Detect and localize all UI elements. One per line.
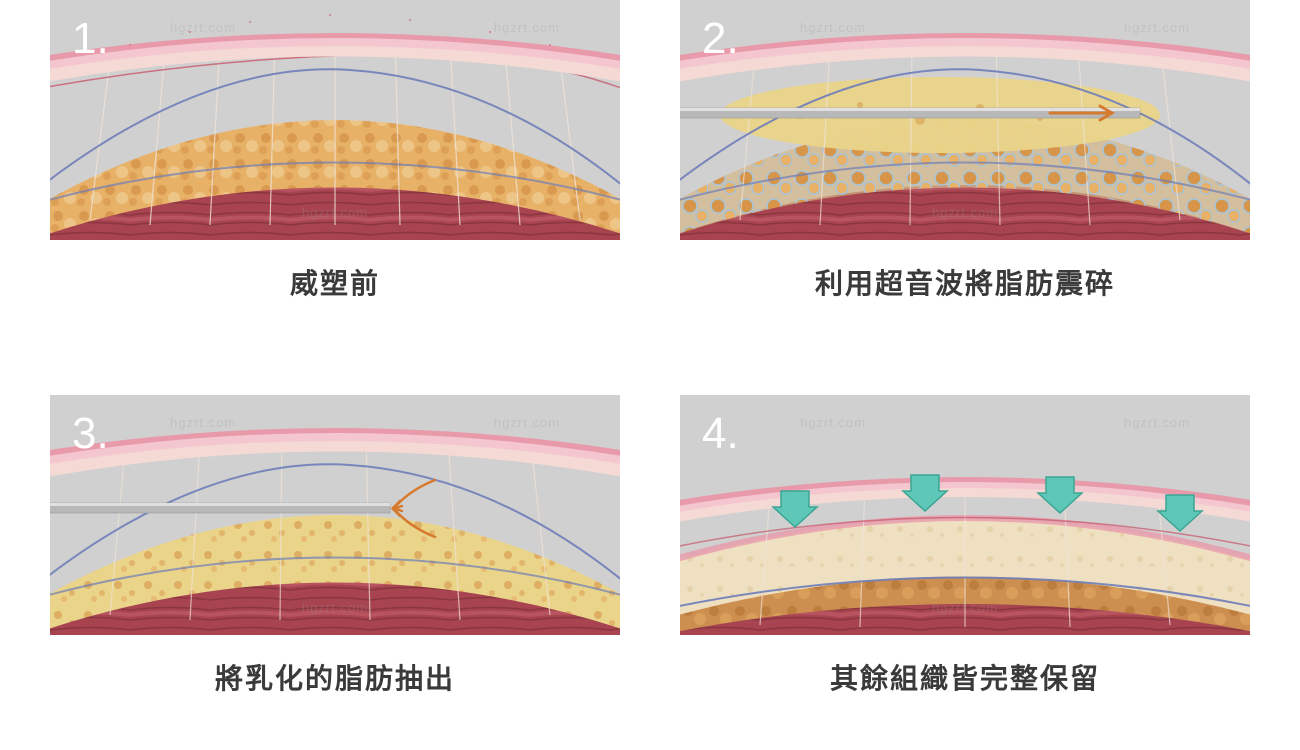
watermark: hgzrt.com [932,205,998,220]
panel-1: 1. hgzrt.com hgzrt.com hgzrt.com [50,0,620,355]
watermark: hgzrt.com [170,20,236,35]
panel-1-illustration: 1. hgzrt.com hgzrt.com hgzrt.com [50,0,620,240]
panel-3-number: 3. [72,409,109,459]
watermark: hgzrt.com [800,415,866,430]
panel-2-caption: 利用超音波將脂肪震碎 [815,262,1115,302]
panel-4-illustration: 4. hgzrt.com hgzrt.com hgzrt.com [680,395,1250,635]
panel-4-caption: 其餘組織皆完整保留 [830,657,1100,697]
panel-2-svg [680,0,1250,240]
panel-2: 2. hgzrt.com hgzrt.com hgzrt.com [680,0,1250,355]
panel-1-number: 1. [72,14,109,64]
watermark: hgzrt.com [800,20,866,35]
panel-3-illustration: 3. hgzrt.com hgzrt.com hgzrt.com [50,395,620,635]
watermark: hgzrt.com [932,600,998,615]
watermark: hgzrt.com [302,205,368,220]
panel-3: 3. hgzrt.com hgzrt.com hgzrt.com [50,395,620,750]
watermark: hgzrt.com [1124,20,1190,35]
watermark: hgzrt.com [302,600,368,615]
panel-1-svg [50,0,620,240]
watermark: hgzrt.com [170,415,236,430]
panel-3-caption: 將乳化的脂肪抽出 [215,657,455,697]
watermark: hgzrt.com [494,415,560,430]
panel-2-number: 2. [702,14,739,64]
infographic-grid: 1. hgzrt.com hgzrt.com hgzrt.com [50,0,1250,750]
watermark: hgzrt.com [1124,415,1190,430]
panel-2-illustration: 2. hgzrt.com hgzrt.com hgzrt.com [680,0,1250,240]
panel-4-svg [680,395,1250,635]
watermark: hgzrt.com [494,20,560,35]
panel-3-svg [50,395,620,635]
panel-1-caption: 威塑前 [290,262,380,302]
panel-4: 4. hgzrt.com hgzrt.com hgzrt.com [680,395,1250,750]
panel-4-number: 4. [702,409,739,459]
